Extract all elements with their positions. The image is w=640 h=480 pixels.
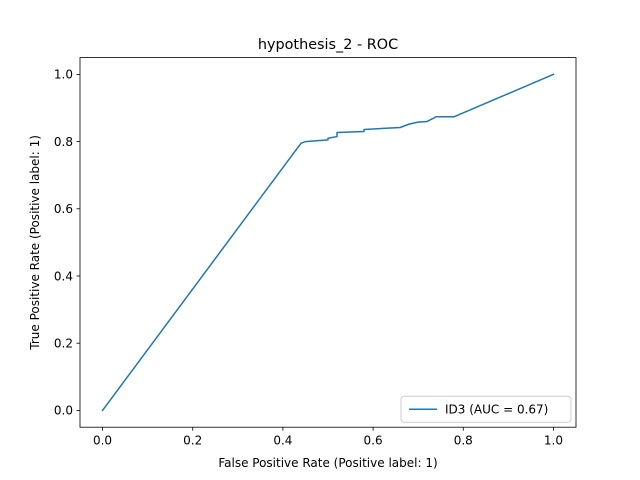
legend: ID3 (AUC = 0.67) — [400, 395, 572, 423]
y-tick-label: 0.8 — [54, 135, 73, 149]
x-tick-label: 0.6 — [364, 434, 383, 448]
y-tick-label: 0.4 — [54, 269, 73, 283]
x-tick-label: 0.2 — [183, 434, 202, 448]
x-axis-ticks: 0.0 0.2 0.4 0.6 0.8 1.0 — [93, 427, 563, 448]
x-tick-label: 1.0 — [544, 434, 563, 448]
x-tick-label: 0.0 — [93, 434, 112, 448]
y-tick-label: 0.0 — [54, 404, 73, 418]
y-axis-label: True Positive Rate (Positive label: 1) — [28, 135, 42, 351]
x-tick-label: 0.4 — [273, 434, 292, 448]
legend-label: ID3 (AUC = 0.67) — [445, 403, 548, 417]
plot-layer — [101, 73, 555, 412]
x-axis-label: False Positive Rate (Positive label: 1) — [218, 456, 437, 470]
y-axis-ticks: 0.0 0.2 0.4 0.6 0.8 1.0 — [54, 68, 80, 418]
y-tick-label: 0.2 — [54, 337, 73, 351]
legend-box — [400, 395, 572, 423]
axes-frame — [79, 57, 577, 428]
y-tick-label: 0.6 — [54, 202, 73, 216]
x-tick-label: 0.8 — [454, 434, 473, 448]
roc-curve-line — [101, 73, 555, 412]
chart-title: hypothesis_2 - ROC — [258, 37, 398, 53]
y-tick-label: 1.0 — [54, 68, 73, 82]
